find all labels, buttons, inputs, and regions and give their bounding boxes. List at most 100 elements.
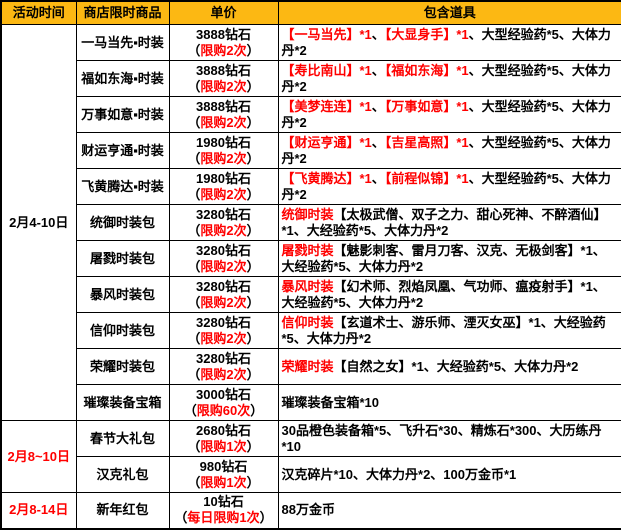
table-row: 统御时装包 3280钻石 （限购2次） 统御时装【太极武僧、双子之力、甜心死神、不醉酒… (1, 204, 621, 241)
price-cell: 10钻石 （每日限购1次） (168, 492, 279, 529)
item-name-cell: 福如东海▪时装 (75, 60, 170, 97)
contents-cell: 【飞黄腾达】*1、【前程似锦】*1、大型经验药*5、大体力丹*2 (277, 168, 621, 205)
item-name-cell: 屠戮时装包 (75, 240, 170, 277)
contents-cell: 88万金币 (277, 492, 621, 529)
price-value: 3280钻石 (196, 206, 251, 222)
table-row: 汉克礼包 980钻石 （限购1次） 汉克碎片*10、大体力丹*2、100万金币*1 (1, 456, 621, 493)
limit-text: 限购2次 (200, 330, 247, 346)
contents-cell: 汉克碎片*10、大体力丹*2、100万金币*1 (277, 456, 621, 493)
header-row: 活动时间 商店限时商品 单价 包含道具 (0, 0, 621, 25)
content-segment: 、 (371, 26, 385, 42)
paren-close: ） (246, 330, 260, 346)
content-segment: 、大型经验药*5、大体力丹*2 (281, 134, 611, 166)
paren-open: （ (187, 366, 201, 382)
paren-close: ） (246, 366, 260, 382)
contents-cell: 统御时装【太极武僧、双子之力、甜心死神、不醉酒仙】*1、大经验药*5、大体力丹*… (277, 204, 621, 241)
paren-open: （ (187, 78, 201, 94)
purchase-limit: （限购2次） (173, 115, 275, 131)
contents-cell: 信仰时装【玄道术士、游乐师、湮灭女巫】*1、大经验药*5、大体力丹*2 (277, 312, 621, 349)
price-value: 3888钻石 (196, 62, 251, 78)
paren-close: ） (246, 78, 260, 94)
paren-open: （ (187, 474, 201, 490)
price-value: 3280钻石 (196, 242, 251, 258)
table-row: 荣耀时装包 3280钻石 （限购2次） 荣耀时装【自然之女】*1、大经验药*5、大体力… (1, 348, 621, 385)
table-body: 2月4-10日 一马当先▪时装 3888钻石 （限购2次） 【一马当先】*1、【大显身手… (0, 24, 621, 529)
paren-open: （ (187, 438, 201, 454)
price-cell: 1980钻石 （限购2次） (168, 168, 279, 205)
table-row: 财运亨通▪时装 1980钻石 （限购2次） 【财运亨通】*1、【吉星高照】*1、大型经… (1, 132, 621, 169)
purchase-limit: （限购2次） (173, 331, 275, 347)
price-cell: 3280钻石 （限购2次） (168, 276, 279, 313)
price-value: 980钻石 (199, 458, 248, 474)
content-segment: 统御时装 (281, 206, 334, 222)
price-cell: 1980钻石 （限购2次） (168, 132, 279, 169)
content-segment: 【大显身手】*1 (384, 26, 469, 42)
contents-cell: 【美梦连连】*1、【万事如意】*1、大型经验药*5、大体力丹*2 (277, 96, 621, 133)
item-name-cell: 信仰时装包 (75, 312, 170, 349)
content-segment: 【美梦连连】*1 (281, 98, 372, 114)
contents-cell: 【寿比南山】*1、【福如东海】*1、大型经验药*5、大体力丹*2 (277, 60, 621, 97)
paren-open: （ (187, 258, 201, 274)
price-value: 3280钻石 (196, 278, 251, 294)
purchase-limit: （限购2次） (173, 79, 275, 95)
content-segment: 30品橙色装备箱*5、飞升石*30、精炼石*300、大历练丹*10 (281, 422, 602, 454)
limit-text: 限购2次 (200, 78, 247, 94)
paren-close: ） (246, 186, 260, 202)
time-cell: 2月8~10日 (0, 420, 77, 493)
price-value: 3888钻石 (196, 98, 251, 114)
content-segment: 【福如东海】*1 (384, 62, 469, 78)
price-cell: 3280钻石 （限购2次） (168, 348, 279, 385)
contents-cell: 【一马当先】*1、【大显身手】*1、大型经验药*5、大体力丹*2 (277, 24, 621, 61)
paren-open: （ (187, 42, 201, 58)
item-name-cell: 璀璨装备宝箱 (75, 384, 170, 421)
column-header-contents: 包含道具 (277, 0, 621, 25)
paren-open: （ (187, 150, 201, 166)
paren-open: （ (187, 186, 201, 202)
content-segment: 、 (371, 62, 385, 78)
item-name-cell: 统御时装包 (75, 204, 170, 241)
content-segment: 【飞黄腾达】*1 (281, 170, 372, 186)
content-segment: 【玄道术士、游乐师、湮灭女巫】*1、大经验药*5、大体力丹*2 (281, 314, 606, 346)
content-segment: 、大型经验药*5、大体力丹*2 (281, 98, 611, 130)
content-segment: 88万金币 (281, 502, 335, 518)
purchase-limit: （限购2次） (173, 367, 275, 383)
paren-open: （ (183, 402, 197, 418)
limit-text: 每日限购1次 (187, 510, 260, 526)
item-name-cell: 荣耀时装包 (75, 348, 170, 385)
paren-open: （ (187, 114, 201, 130)
paren-open: （ (187, 222, 201, 238)
limit-text: 限购2次 (200, 258, 247, 274)
table-row: 万事如意▪时装 3888钻石 （限购2次） 【美梦连连】*1、【万事如意】*1、大型经… (1, 96, 621, 133)
time-cell: 2月8-14日 (0, 492, 77, 529)
purchase-limit: （每日限购1次） (173, 510, 275, 526)
item-name-cell: 新年红包 (75, 492, 170, 529)
limit-text: 限购60次 (196, 402, 251, 418)
limit-text: 限购1次 (200, 474, 247, 490)
price-cell: 3280钻石 （限购2次） (168, 312, 279, 349)
paren-close: ） (246, 474, 260, 490)
content-segment: 【吉星高照】*1 (384, 134, 469, 150)
content-segment: 暴风时装 (281, 278, 334, 294)
price-cell: 3888钻石 （限购2次） (168, 60, 279, 97)
item-name-cell: 万事如意▪时装 (75, 96, 170, 133)
contents-cell: 30品橙色装备箱*5、飞升石*30、精炼石*300、大历练丹*10 (277, 420, 621, 457)
purchase-limit: （限购2次） (173, 43, 275, 59)
content-segment: 【财运亨通】*1 (281, 134, 372, 150)
item-name-cell: 一马当先▪时装 (75, 24, 170, 61)
paren-close: ） (246, 294, 260, 310)
contents-cell: 屠戮时装【魅影刺客、雷月刀客、汉克、无极剑客】*1、大经验药*5、大体力丹*2 (277, 240, 621, 277)
table-row: 璀璨装备宝箱 3000钻石 （限购60次） 璀璨装备宝箱*10 (1, 384, 621, 421)
purchase-limit: （限购60次） (173, 403, 275, 419)
limit-text: 限购2次 (200, 366, 247, 382)
contents-cell: 【财运亨通】*1、【吉星高照】*1、大型经验药*5、大体力丹*2 (277, 132, 621, 169)
table-row: 2月8-14日 新年红包 10钻石 （每日限购1次） 88万金币 (0, 492, 621, 529)
limit-text: 限购2次 (200, 114, 247, 130)
content-segment: 、大型经验药*5、大体力丹*2 (281, 26, 611, 58)
paren-close: ） (246, 42, 260, 58)
price-value: 3000钻石 (196, 386, 251, 402)
purchase-limit: （限购1次） (173, 475, 275, 491)
content-segment: 、 (371, 170, 385, 186)
purchase-limit: （限购2次） (173, 187, 275, 203)
item-name-cell: 飞黄腾达▪时装 (75, 168, 170, 205)
